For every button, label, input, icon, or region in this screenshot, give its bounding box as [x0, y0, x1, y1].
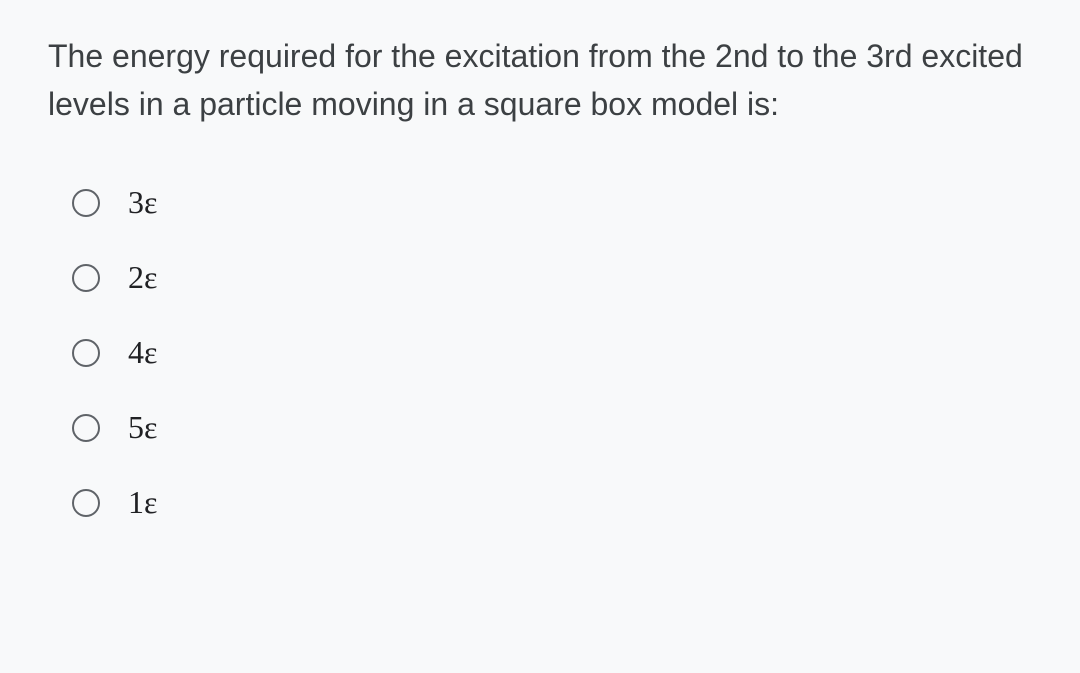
option-row[interactable]: 3ε — [72, 184, 1032, 221]
option-row[interactable]: 2ε — [72, 259, 1032, 296]
option-row[interactable]: 4ε — [72, 334, 1032, 371]
radio-icon[interactable] — [72, 264, 100, 292]
option-label: 5ε — [128, 409, 157, 446]
radio-icon[interactable] — [72, 189, 100, 217]
radio-icon[interactable] — [72, 414, 100, 442]
option-label: 3ε — [128, 184, 157, 221]
option-label: 4ε — [128, 334, 157, 371]
option-label: 1ε — [128, 484, 157, 521]
question-text: The energy required for the excitation f… — [48, 32, 1032, 128]
radio-icon[interactable] — [72, 489, 100, 517]
question-container: The energy required for the excitation f… — [48, 32, 1032, 521]
option-row[interactable]: 1ε — [72, 484, 1032, 521]
option-row[interactable]: 5ε — [72, 409, 1032, 446]
options-list: 3ε 2ε 4ε 5ε 1ε — [48, 184, 1032, 521]
radio-icon[interactable] — [72, 339, 100, 367]
option-label: 2ε — [128, 259, 157, 296]
